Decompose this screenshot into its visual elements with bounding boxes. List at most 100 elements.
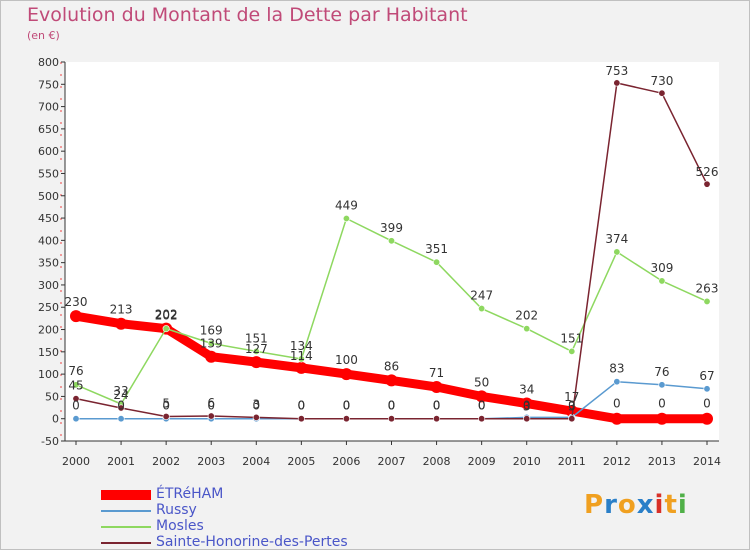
data-label: 0 bbox=[343, 399, 351, 413]
data-point bbox=[613, 378, 621, 386]
data-point bbox=[297, 415, 305, 423]
data-label: 34 bbox=[519, 383, 534, 397]
data-point bbox=[478, 305, 486, 313]
data-point bbox=[523, 325, 531, 333]
data-label: 247 bbox=[470, 289, 493, 303]
data-label: 151 bbox=[560, 331, 583, 345]
data-point bbox=[117, 404, 125, 412]
data-label: 76 bbox=[68, 364, 83, 378]
proxiti-logo: Proxiti bbox=[584, 490, 688, 520]
data-label: 730 bbox=[650, 74, 673, 88]
data-label: 374 bbox=[605, 232, 628, 246]
data-label: 0 bbox=[388, 399, 396, 413]
data-label: 17 bbox=[564, 390, 579, 404]
data-label: 0 bbox=[568, 399, 576, 413]
legend-label: Mosles bbox=[156, 518, 204, 534]
y-tick-label: 700 bbox=[38, 101, 59, 114]
legend-swatch bbox=[101, 542, 151, 544]
data-point bbox=[252, 347, 260, 355]
data-label: 5 bbox=[162, 396, 170, 410]
y-tick-label: 150 bbox=[38, 346, 59, 359]
x-tick-label: 2003 bbox=[197, 455, 225, 468]
data-label: 24 bbox=[113, 388, 128, 402]
data-point bbox=[478, 415, 486, 423]
data-label: 202 bbox=[515, 309, 538, 323]
data-point bbox=[658, 381, 666, 389]
data-point bbox=[387, 415, 395, 423]
logo-letter: o bbox=[617, 490, 637, 520]
data-label: 3 bbox=[568, 399, 576, 413]
data-label: 6 bbox=[207, 396, 215, 410]
data-label: 0 bbox=[162, 399, 170, 413]
data-label: 202 bbox=[155, 309, 178, 323]
data-label: 50 bbox=[474, 375, 489, 389]
data-point bbox=[385, 374, 398, 387]
legend-swatch bbox=[101, 490, 151, 500]
x-tick-label: 2009 bbox=[468, 455, 496, 468]
data-label: 0 bbox=[613, 397, 621, 411]
data-point bbox=[250, 356, 263, 369]
data-label: 0 bbox=[478, 399, 486, 413]
data-label: 0 bbox=[298, 399, 306, 413]
data-point bbox=[342, 415, 350, 423]
x-tick-label: 2008 bbox=[423, 455, 451, 468]
x-tick-label: 2001 bbox=[107, 455, 135, 468]
y-tick-label: 800 bbox=[38, 56, 59, 69]
x-tick-label: 2002 bbox=[152, 455, 180, 468]
data-label: 71 bbox=[429, 366, 444, 380]
data-point bbox=[70, 310, 82, 323]
data-point bbox=[207, 412, 215, 420]
data-label: 309 bbox=[650, 261, 673, 275]
data-point bbox=[475, 390, 488, 403]
data-label: 3 bbox=[252, 397, 260, 411]
x-tick-label: 2011 bbox=[558, 455, 586, 468]
data-label: 0 bbox=[388, 399, 396, 413]
data-point bbox=[613, 248, 621, 256]
data-point bbox=[658, 277, 666, 285]
x-tick-label: 2004 bbox=[242, 455, 270, 468]
data-label: 114 bbox=[290, 349, 313, 363]
data-label: 139 bbox=[200, 337, 223, 351]
data-point bbox=[703, 385, 711, 393]
data-point bbox=[655, 412, 668, 425]
data-label: 0 bbox=[72, 399, 80, 413]
data-label: 526 bbox=[696, 165, 719, 179]
x-tick-labels: 2000 2001 2002 2003 2004 2005 2006 2007 2008 2009… bbox=[62, 455, 721, 468]
data-point bbox=[658, 89, 666, 97]
data-label: 449 bbox=[335, 199, 358, 213]
data-point bbox=[207, 339, 215, 347]
data-point bbox=[252, 413, 260, 421]
data-point bbox=[701, 412, 713, 425]
data-label: 0 bbox=[298, 399, 306, 413]
logo-letter: i bbox=[654, 490, 665, 520]
data-label: 263 bbox=[696, 281, 719, 295]
x-tick-label: 2014 bbox=[693, 455, 721, 468]
data-label: 100 bbox=[335, 353, 358, 367]
data-label: 0 bbox=[478, 399, 486, 413]
y-tick-label: 350 bbox=[38, 257, 59, 270]
y-tick-label: 250 bbox=[38, 301, 59, 314]
chart-title: Evolution du Montant de la Dette par Hab… bbox=[27, 4, 468, 26]
data-label: 134 bbox=[290, 339, 313, 353]
data-point bbox=[520, 397, 533, 410]
data-label: 86 bbox=[384, 359, 399, 373]
y-tick-label: 0 bbox=[52, 413, 59, 426]
data-label: 351 bbox=[425, 242, 448, 256]
y-tick-label: -50 bbox=[41, 435, 59, 448]
data-point bbox=[295, 361, 308, 374]
data-label: 127 bbox=[245, 342, 268, 356]
data-label: 0 bbox=[658, 397, 666, 411]
y-tick-label: 100 bbox=[38, 368, 59, 381]
data-label: 67 bbox=[699, 369, 714, 383]
y-tick-label: 300 bbox=[38, 279, 59, 292]
x-tick-label: 2006 bbox=[332, 455, 360, 468]
logo-letter: i bbox=[677, 490, 688, 520]
chart-subtitle: (en €) bbox=[27, 29, 60, 42]
data-label: 213 bbox=[110, 303, 133, 317]
legend-label: Russy bbox=[156, 502, 197, 518]
data-label: 0 bbox=[343, 399, 351, 413]
data-point bbox=[387, 237, 395, 245]
data-label: 33 bbox=[113, 384, 128, 398]
